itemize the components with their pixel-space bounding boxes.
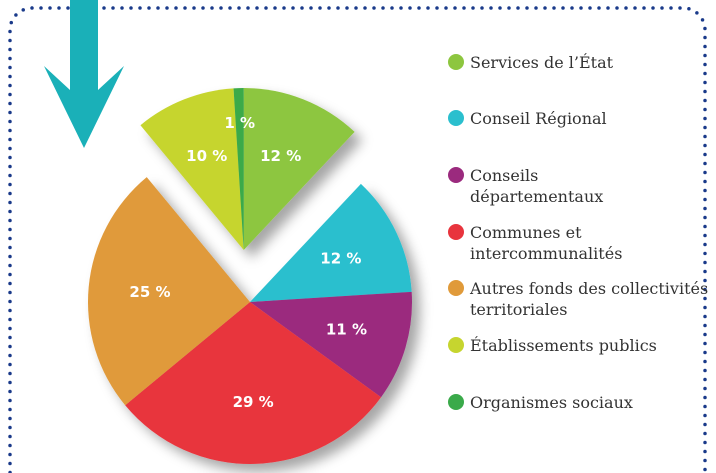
legend-swatch	[448, 167, 464, 183]
pie-slice	[250, 291, 412, 398]
value-label: 11 %	[326, 321, 367, 339]
legend-swatch	[448, 337, 464, 353]
legend-item: Communes et intercommunalités	[448, 222, 660, 264]
legend-swatch	[448, 394, 464, 410]
legend-label: Communes et intercommunalités	[470, 223, 623, 263]
legend-item: Autres fonds des collectivités territori…	[448, 278, 710, 320]
legend-label: Établissements publics	[470, 336, 657, 355]
value-label: 10 %	[186, 147, 227, 165]
legend-item: Organismes sociaux	[448, 392, 710, 413]
legend-label: Organismes sociaux	[470, 393, 633, 412]
pie-slice	[125, 302, 382, 465]
pie-slice	[88, 177, 251, 406]
pie-slice	[140, 88, 244, 251]
value-labels: 12 % 12 % 11 % 29 % 25 % 10 % 1 %	[129, 114, 367, 411]
legend-swatch	[448, 110, 464, 126]
legend-label: Services de l’État	[470, 53, 614, 72]
value-label: 12 %	[260, 147, 301, 165]
value-label: 12 %	[320, 250, 361, 268]
legend-item: Établissements publics	[448, 335, 710, 356]
pie-slice	[233, 88, 244, 251]
arrow	[44, 0, 124, 148]
legend-swatch	[448, 224, 464, 240]
pie-slice	[250, 183, 412, 302]
value-label: 25 %	[129, 283, 170, 301]
legend-label: Conseil Régional	[470, 109, 607, 128]
value-label: 1 %	[224, 114, 255, 132]
legend-label: Conseils départementaux	[470, 166, 604, 206]
dotted-frame	[8, 6, 707, 473]
legend-item: Services de l’État	[448, 52, 710, 73]
legend-label: Autres fonds des collectivités territori…	[470, 279, 709, 319]
legend-swatch	[448, 280, 464, 296]
legend-item: Conseils départementaux	[448, 165, 640, 207]
legend-item: Conseil Régional	[448, 108, 710, 129]
legend-swatch	[448, 54, 464, 70]
pie-slice	[243, 88, 355, 251]
value-label: 29 %	[233, 393, 274, 411]
pie	[88, 88, 412, 465]
